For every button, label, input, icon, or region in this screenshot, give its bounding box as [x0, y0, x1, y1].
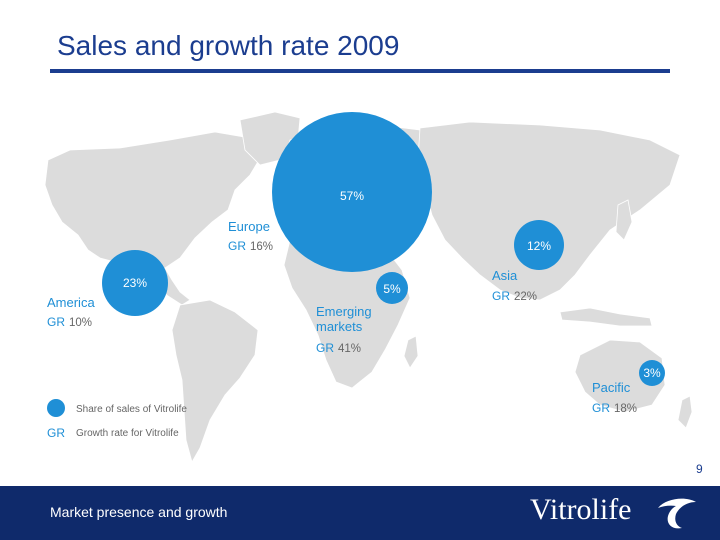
title-underline — [50, 69, 670, 73]
europe-share: 57% — [340, 189, 364, 203]
indonesia-land — [559, 307, 653, 327]
emerging-label: Emerging markets GR 41% — [316, 304, 372, 355]
pacific-share: 3% — [643, 366, 661, 380]
japan-land — [615, 199, 633, 241]
australia-land — [574, 339, 666, 413]
europe-bubble — [272, 112, 432, 272]
asia-bubble-group: 12% — [514, 220, 564, 270]
svg-text:Emerging: Emerging — [316, 304, 372, 319]
map-legend: Share of sales of Vitrolife GR Growth ra… — [47, 399, 187, 440]
svg-text:America: America — [47, 295, 95, 310]
asia-land — [417, 121, 681, 301]
emerging-share: 5% — [383, 282, 401, 296]
madagascar-land — [403, 335, 419, 369]
north-america-land — [44, 131, 263, 273]
legend-bubble-icon — [47, 399, 65, 417]
emerging-bubble-group: 5% — [376, 272, 408, 304]
asia-label: Asia GR 22% — [492, 268, 537, 303]
pacific-bubble-group: 3% — [639, 360, 665, 386]
svg-text:Europe: Europe — [228, 219, 270, 234]
america-bubble-group: 23% — [102, 250, 168, 316]
pacific-label: Pacific GR 18% — [592, 380, 637, 415]
footer-bar: Market presence and growth Vitrolife — [0, 486, 720, 540]
legend-bubble-text: Share of sales of Vitrolife — [76, 404, 187, 415]
slide-title: Sales and growth rate 2009 — [57, 30, 400, 61]
footer-text: Market presence and growth — [50, 504, 228, 520]
europe-label: Europe GR 16% — [228, 219, 273, 253]
svg-text:Asia: Asia — [492, 268, 518, 283]
new-zealand-land — [677, 395, 693, 429]
america-bubble — [102, 250, 168, 316]
asia-bubble — [514, 220, 564, 270]
south-america-land — [171, 299, 259, 464]
svg-text:markets: markets — [316, 319, 363, 334]
legend-gr-text: Growth rate for Vitrolife — [76, 428, 179, 439]
pacific-bubble — [639, 360, 665, 386]
vitrolife-logo-icon — [658, 498, 696, 529]
emerging-bubble — [376, 272, 408, 304]
vitrolife-logo-text: Vitrolife — [530, 493, 632, 526]
svg-text:Pacific: Pacific — [592, 380, 631, 395]
asia-share: 12% — [527, 239, 551, 253]
legend-gr-symbol: GR — [47, 426, 65, 440]
europe-bubble-group: 57% — [272, 112, 432, 272]
page-number: 9 — [696, 462, 703, 476]
america-share: 23% — [123, 276, 147, 290]
america-label: America GR 10% — [47, 295, 95, 329]
